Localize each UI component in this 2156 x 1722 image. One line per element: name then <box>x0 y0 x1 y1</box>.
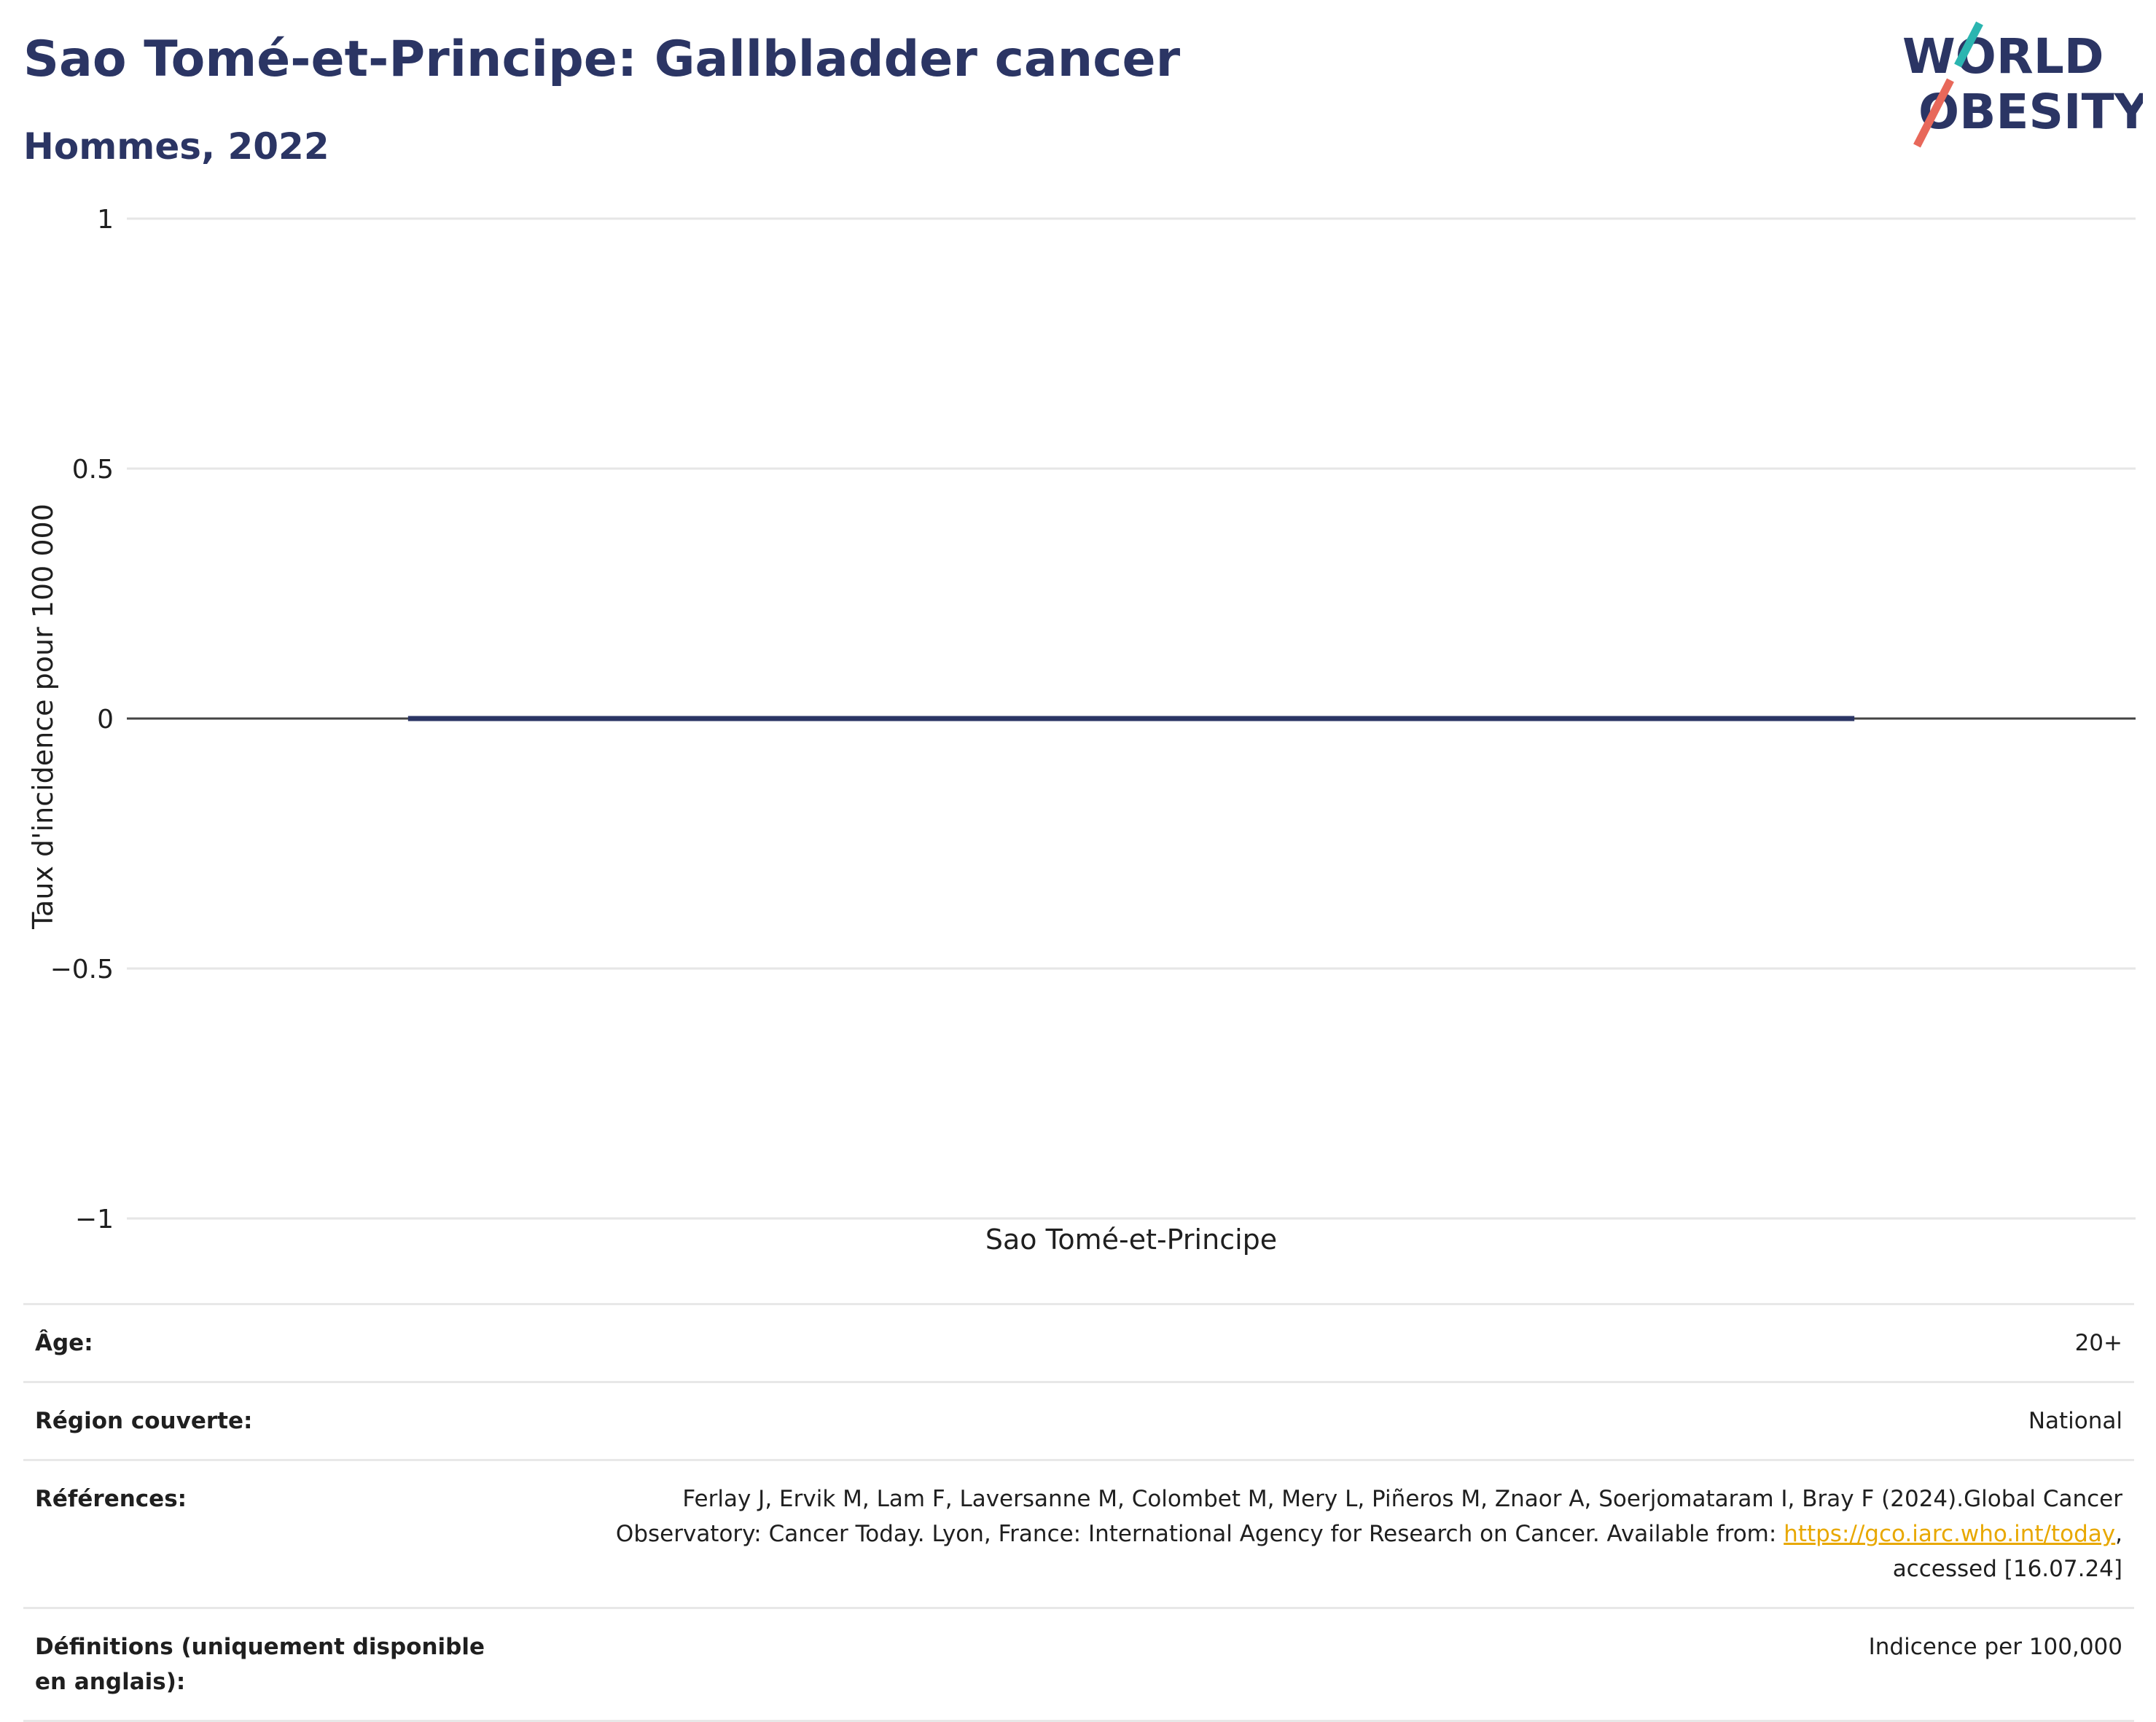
y-tick-label: −0.5 <box>50 955 114 985</box>
logo-stroke-coral <box>1913 78 1954 148</box>
y-axis-label: Taux d'incidence pour 100 000 <box>27 504 59 930</box>
info-row-region: Région couverte: National <box>23 1381 2134 1460</box>
info-key: Âge: <box>23 1303 520 1382</box>
info-key: Références: <box>23 1459 520 1608</box>
world-obesity-logo: WORLD OBESITY <box>1902 21 2143 148</box>
info-value: Indicence per 100,000 <box>520 1607 2134 1722</box>
info-key: Région couverte: <box>23 1381 520 1460</box>
y-tick-label: 1 <box>97 205 114 235</box>
info-key: Définitions (uniquement disponible en an… <box>23 1607 520 1722</box>
bars <box>407 716 1855 721</box>
logo-line2: OBESITY <box>1918 84 2143 140</box>
x-axis-ticks: Sao Tomé-et-Principe <box>985 1224 1277 1256</box>
info-row-definitions: Définitions (uniquement disponible en an… <box>23 1607 2134 1722</box>
x-tick-label: Sao Tomé-et-Principe <box>985 1224 1277 1256</box>
chart-area: 1 0.5 0 −0.5 −1 Sao Tomé-et-Principe Taux d'… <box>27 205 2136 1256</box>
y-tick-label: −1 <box>75 1205 114 1234</box>
info-value-references: Ferlay J, Ervik M, Lam F, Laversanne M, … <box>520 1459 2134 1608</box>
y-tick-label: 0 <box>97 705 114 735</box>
bar[interactable] <box>407 716 1855 721</box>
info-value: National <box>520 1381 2134 1460</box>
info-row-age: Âge: 20+ <box>23 1303 2134 1382</box>
logo-stroke-teal <box>1954 21 1983 68</box>
y-tick-label: 0.5 <box>72 455 114 485</box>
reference-text: Ferlay J, Ervik M, Lam F, Laversanne M, … <box>615 1486 2122 1547</box>
logo-line1: WORLD <box>1902 28 2104 85</box>
reference-accessed: , accessed [16.07.24] <box>1892 1521 2122 1582</box>
info-row-references: Références: Ferlay J, Ervik M, Lam F, La… <box>23 1459 2134 1608</box>
info-table: Âge: 20+ Région couverte: National Référ… <box>23 1303 2134 1722</box>
info-value: 20+ <box>520 1303 2134 1382</box>
chart-subtitle: Hommes, 2022 <box>23 125 329 168</box>
reference-link[interactable]: https://gco.iarc.who.int/today <box>1784 1521 2116 1547</box>
chart-title: Sao Tomé-et-Principe: Gallbladder cancer <box>23 31 1181 88</box>
y-axis-ticks: 1 0.5 0 −0.5 −1 <box>50 205 114 1234</box>
